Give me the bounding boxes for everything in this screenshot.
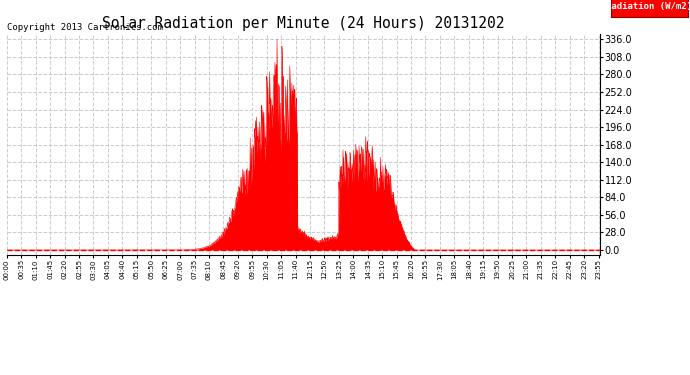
- Text: Copyright 2013 Cartronics.com: Copyright 2013 Cartronics.com: [7, 22, 163, 32]
- Text: Radiation (W/m2): Radiation (W/m2): [607, 2, 690, 11]
- Title: Solar Radiation per Minute (24 Hours) 20131202: Solar Radiation per Minute (24 Hours) 20…: [102, 16, 505, 31]
